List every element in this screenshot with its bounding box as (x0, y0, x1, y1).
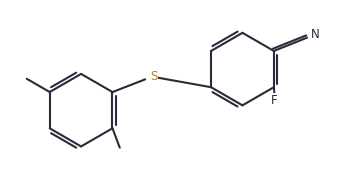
Text: F: F (271, 94, 278, 107)
Text: S: S (150, 71, 157, 83)
Text: N: N (311, 28, 319, 41)
